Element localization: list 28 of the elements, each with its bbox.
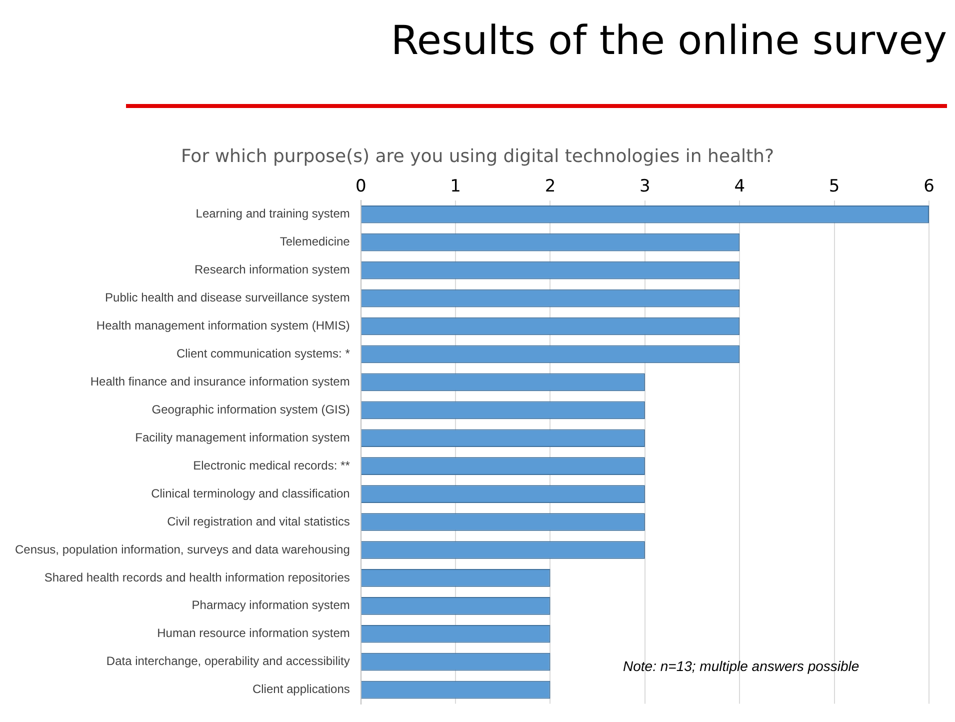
x-tick-label: 2 bbox=[544, 176, 556, 197]
y-tick-label: Pharmacy information system bbox=[192, 598, 350, 612]
y-tick-label: Human resource information system bbox=[157, 626, 350, 640]
x-tick-label: 5 bbox=[828, 176, 840, 197]
x-tick-label: 1 bbox=[450, 176, 461, 197]
annotation: Note: n=13; multiple answers possible bbox=[623, 658, 860, 674]
y-tick-label: Civil registration and vital statistics bbox=[167, 514, 350, 528]
y-tick-label: Health management information system (HMIS) bbox=[96, 318, 350, 333]
x-tick-label: 0 bbox=[355, 176, 366, 197]
x-tick-label: 4 bbox=[734, 176, 746, 197]
y-tick-label: Client communication systems: * bbox=[176, 346, 350, 361]
y-tick-label: Geographic information system (GIS) bbox=[152, 402, 350, 416]
y-tick-label: Learning and training system bbox=[196, 206, 350, 221]
y-tick-label: Health finance and insurance information system bbox=[90, 374, 350, 388]
y-tick-label: Research information system bbox=[194, 262, 350, 277]
y-tick-label: Facility management information system bbox=[135, 430, 350, 444]
y-tick-label: Public health and disease surveillance system bbox=[105, 290, 350, 305]
chart-subtitle: For which purpose(s) are you using digital technologies in health? bbox=[180, 146, 776, 167]
y-tick-label: Client applications bbox=[252, 682, 350, 696]
y-tick-label: Electronic medical records: ** bbox=[193, 458, 350, 472]
x-tick-label: 6 bbox=[924, 176, 934, 197]
y-tick-label: Telemedicine bbox=[280, 234, 350, 249]
y-tick-label: Data interchange, operability and accessibility bbox=[106, 654, 350, 668]
y-tick-label: Clinical terminology and classification bbox=[151, 486, 350, 500]
x-tick-label: 3 bbox=[640, 176, 650, 197]
chart-title: Results of the online survey bbox=[390, 18, 947, 64]
y-tick-label: Census, population information, surveys and data warehousing bbox=[14, 542, 350, 556]
y-tick-label: Shared health records and health information repositories bbox=[44, 570, 350, 584]
